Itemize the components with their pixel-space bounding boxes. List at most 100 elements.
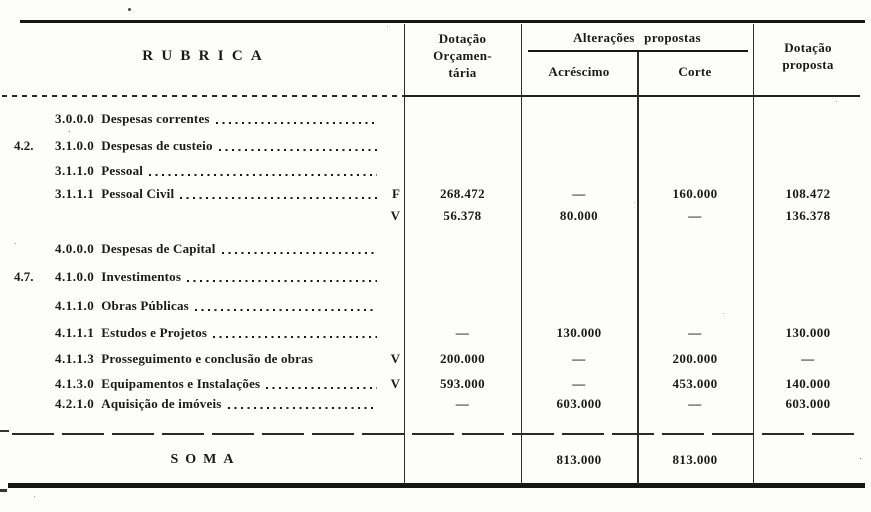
cell-dotacao: 593.000 [439, 376, 486, 391]
cell-corte: 453.000 [672, 376, 718, 391]
table-row: 4.2.1.0 Aquisição de imóveis — 603.000 — 603… [0, 395, 871, 413]
row-label: Prosseguimento e conclusão de obras [101, 351, 314, 366]
cell-corte: 160.000 [672, 186, 718, 201]
column-header-dotacao-proposta: Dotação proposta [753, 39, 863, 73]
row-prefix [14, 324, 55, 342]
scan-noise [128, 8, 131, 11]
header-line: Dotação [438, 31, 487, 46]
soma-corte: 813.000 [672, 452, 718, 467]
fv-marker: F [392, 186, 400, 201]
leader-dots [187, 280, 377, 282]
fv-marker [382, 268, 400, 286]
row-prefix [14, 240, 55, 258]
row-code: 4.0.0.0 [55, 241, 95, 256]
row-code: 3.1.1.0 [55, 163, 95, 178]
soma-label: SOMA [170, 452, 241, 467]
leader-dots [227, 407, 377, 409]
alteracoes-underline [528, 50, 748, 52]
cell-acrescimo: — [572, 351, 586, 366]
row-label: Pessoal Civil [101, 186, 175, 201]
cell-acrescimo: — [572, 186, 586, 201]
row-label: Pessoal [101, 163, 144, 178]
fv-marker [382, 297, 400, 315]
cell-proposta: — [801, 351, 815, 366]
row-label: Despesas de custeio [101, 138, 213, 153]
cell-proposta: 603.000 [785, 396, 831, 411]
column-header-acrescimo: Acréscimo [548, 64, 610, 79]
column-rule-1 [404, 24, 405, 484]
table-row: 4.2. 3.1.0.0 Despesas de custeio [0, 137, 871, 155]
table-row: 3.0.0.0 Despesas correntes [0, 110, 871, 128]
column-header-alteracoes-propostas: Alterações propostas [573, 30, 701, 45]
fv-marker [382, 137, 400, 155]
fv-marker [382, 162, 400, 180]
row-prefix: 4.7. [14, 269, 34, 284]
table-row: 4.1.1.1 Estudos e Projetos — 130.000 — 130.0… [0, 324, 871, 342]
row-code: 3.1.0.0 [55, 138, 95, 153]
cell-proposta: 136.378 [785, 208, 831, 223]
fv-marker [382, 110, 400, 128]
cell-dotacao: 200.000 [439, 351, 486, 366]
table-row: V 56.378 80.000 — 136.378 [0, 207, 871, 225]
row-prefix [14, 375, 55, 393]
fv-marker [382, 240, 400, 258]
row-code: 4.1.1.1 [55, 325, 95, 340]
cell-acrescimo: 603.000 [556, 396, 602, 411]
header-line: Dotação [784, 40, 832, 55]
pre-soma-divider [12, 433, 860, 435]
leader-dots [221, 252, 377, 254]
row-label: Estudos e Projetos [101, 325, 208, 340]
fv-marker: V [390, 351, 400, 366]
table-row: 4.1.3.0 Equipamentos e Instalações V 593.0… [0, 375, 871, 393]
cell-acrescimo: — [572, 376, 586, 391]
table-row: 3.1.1.0 Pessoal [0, 162, 871, 180]
table-row: 4.0.0.0 Despesas de Capital [0, 240, 871, 258]
leader-dots [180, 197, 377, 199]
column-rule-4 [753, 24, 754, 484]
row-prefix [14, 110, 55, 128]
leader-dots [215, 122, 377, 124]
header-line: proposta [782, 57, 834, 72]
row-label: Aquisição de imóveis [101, 396, 222, 411]
cell-dotacao: 268.472 [439, 186, 486, 201]
header-divider-solid [404, 95, 860, 97]
row-code: 4.1.1.3 [55, 351, 95, 366]
column-rule-3 [637, 52, 639, 484]
leader-dots [213, 336, 377, 338]
table-row: 4.7. 4.1.0.0 Investimentos [0, 268, 871, 286]
soma-row: SOMA 813.000 813.000 [0, 450, 871, 470]
leader-dots [194, 309, 377, 311]
row-label: Equipamentos e Instalações [101, 376, 261, 391]
cell-corte: — [688, 208, 702, 223]
cell-proposta: 108.472 [785, 186, 831, 201]
cell-proposta: 140.000 [785, 376, 831, 391]
row-label: Despesas de Capital [101, 241, 216, 256]
cell-corte: — [688, 325, 702, 340]
row-label: Despesas correntes [101, 111, 210, 126]
fv-marker: V [390, 208, 400, 223]
row-prefix [14, 297, 55, 315]
column-rule-2 [521, 24, 522, 484]
row-code: 3.1.1.1 [55, 186, 95, 201]
header-line: tária [448, 65, 477, 80]
fv-marker [382, 324, 400, 342]
row-prefix [14, 395, 55, 413]
row-prefix [14, 162, 55, 180]
leader-dots [149, 174, 377, 176]
row-label: Investimentos [101, 269, 182, 284]
fv-marker [382, 395, 400, 413]
column-header-dotacao-orcamentaria: Dotação Orçamen- tária [404, 30, 521, 81]
row-code: 4.2.1.0 [55, 396, 95, 411]
table-row: 4.1.1.3 Prosseguimento e conclusão de obr… [0, 350, 871, 368]
leader-dots [266, 387, 377, 389]
row-code: 4.1.3.0 [55, 376, 95, 391]
row-prefix [14, 185, 55, 203]
cell-dotacao: — [455, 325, 470, 340]
table-row: 3.1.1.1 Pessoal Civil F 268.472 — 160.000 108… [0, 185, 871, 203]
cell-dotacao: 56.378 [443, 208, 482, 223]
row-code: 3.0.0.0 [55, 111, 95, 126]
cell-dotacao: — [455, 396, 470, 411]
table-top-rule [20, 20, 865, 23]
row-label: Obras Públicas [101, 298, 189, 313]
